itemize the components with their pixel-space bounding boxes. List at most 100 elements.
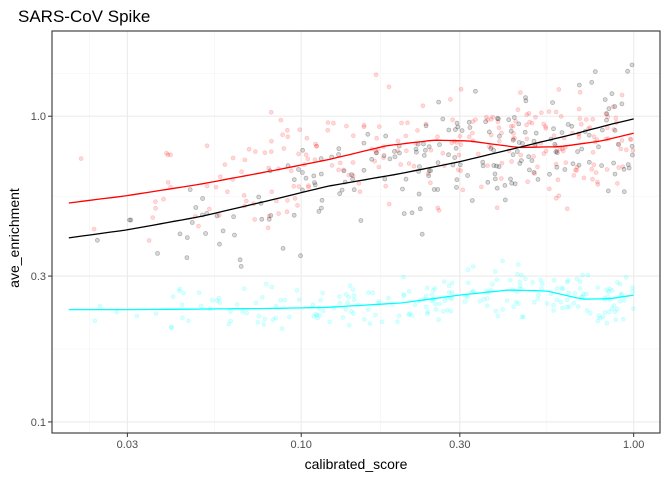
- scatter-point: [273, 303, 279, 309]
- scatter-point: [343, 291, 349, 297]
- scatter-point: [385, 295, 391, 301]
- scatter-point: [412, 302, 418, 308]
- scatter-point: [177, 231, 183, 237]
- scatter-point: [372, 158, 378, 164]
- scatter-point: [292, 195, 298, 201]
- scatter-point: [508, 176, 513, 182]
- scatter-point: [615, 180, 620, 186]
- scatter-point: [524, 122, 529, 128]
- scatter-point: [574, 276, 580, 282]
- scatter-point: [524, 112, 530, 117]
- scatter-point: [453, 145, 459, 151]
- scatter-point: [488, 146, 494, 151]
- scatter-point: [246, 146, 252, 152]
- scatter-point: [374, 150, 379, 156]
- scatter-point: [602, 97, 608, 102]
- scatter-point: [361, 122, 367, 128]
- scatter-point: [615, 279, 620, 285]
- series-points: [92, 258, 636, 331]
- scatter-point: [546, 109, 552, 114]
- scatter-point: [177, 286, 183, 292]
- scatter-point: [284, 209, 290, 215]
- scatter-point: [551, 302, 556, 308]
- scatter-point: [613, 317, 619, 323]
- scatter-point: [423, 304, 429, 310]
- scatter-point: [164, 150, 169, 156]
- scatter-point: [494, 205, 500, 211]
- scatter-point: [296, 167, 301, 172]
- scatter-point: [596, 313, 602, 319]
- scatter-point: [406, 288, 412, 294]
- scatter-point: [161, 196, 166, 202]
- scatter-point: [546, 186, 552, 192]
- scatter-point: [586, 159, 592, 165]
- scatter-point: [319, 197, 325, 203]
- scatter-point: [492, 269, 498, 275]
- scatter-point: [500, 306, 506, 312]
- scatter-point: [189, 220, 195, 225]
- scatter-point: [357, 189, 363, 195]
- scatter-point: [495, 119, 501, 125]
- scatter-point: [399, 120, 404, 126]
- scatter-point: [361, 167, 367, 173]
- scatter-point: [446, 290, 452, 295]
- scatter-point: [494, 277, 500, 283]
- scatter-point: [500, 258, 506, 264]
- scatter-point: [452, 127, 458, 133]
- scatter-point: [395, 148, 401, 154]
- scatter-point: [480, 163, 486, 169]
- x-axis-title: calibrated_score: [305, 456, 408, 472]
- scatter-point: [299, 170, 305, 175]
- scatter-point: [186, 318, 191, 324]
- scatter-point: [432, 285, 438, 291]
- scatter-point: [492, 176, 498, 182]
- scatter-point: [395, 138, 401, 144]
- scatter-point: [591, 162, 597, 168]
- scatter-point: [486, 144, 492, 150]
- scatter-point: [204, 143, 210, 149]
- scatter-point: [630, 285, 635, 291]
- scatter-point: [217, 241, 222, 247]
- scatter-point: [485, 163, 491, 169]
- y-tick-label: 0.3: [31, 271, 46, 283]
- scatter-point: [403, 133, 409, 139]
- scatter-point: [619, 138, 625, 143]
- scatter-point: [547, 171, 552, 177]
- scatter-point: [312, 180, 317, 186]
- scatter-point: [536, 292, 541, 298]
- scatter-point: [241, 192, 247, 198]
- scatter-point: [490, 114, 496, 120]
- scatter-point: [458, 168, 464, 174]
- scatter-point: [483, 114, 489, 120]
- scatter-point: [488, 132, 494, 138]
- scatter-point: [478, 184, 484, 190]
- scatter-point: [376, 164, 382, 170]
- scatter-point: [187, 187, 193, 193]
- scatter-point: [576, 135, 582, 141]
- scatter-point: [517, 283, 523, 289]
- scatter-point: [564, 279, 570, 285]
- scatter-point: [346, 294, 352, 300]
- scatter-point: [450, 117, 456, 123]
- scatter-point: [426, 144, 432, 150]
- scatter-point: [518, 152, 524, 158]
- scatter-point: [435, 160, 441, 166]
- scatter-point: [498, 176, 504, 181]
- scatter-point: [615, 141, 621, 147]
- scatter-point: [612, 171, 618, 177]
- scatter-point: [336, 294, 342, 299]
- scatter-point: [465, 173, 471, 178]
- scatter-point: [510, 136, 516, 142]
- scatter-point: [179, 302, 185, 308]
- scatter-point: [465, 280, 471, 286]
- scatter-point: [217, 174, 223, 180]
- scatter-point: [401, 211, 407, 217]
- scatter-point: [386, 84, 392, 90]
- scatter-point: [454, 177, 460, 183]
- scatter-point: [286, 314, 292, 320]
- scatter-point: [617, 298, 623, 304]
- scatter-point: [401, 292, 407, 298]
- scatter-point: [616, 142, 622, 148]
- scatter-point: [351, 297, 357, 303]
- scatter-point: [376, 299, 382, 304]
